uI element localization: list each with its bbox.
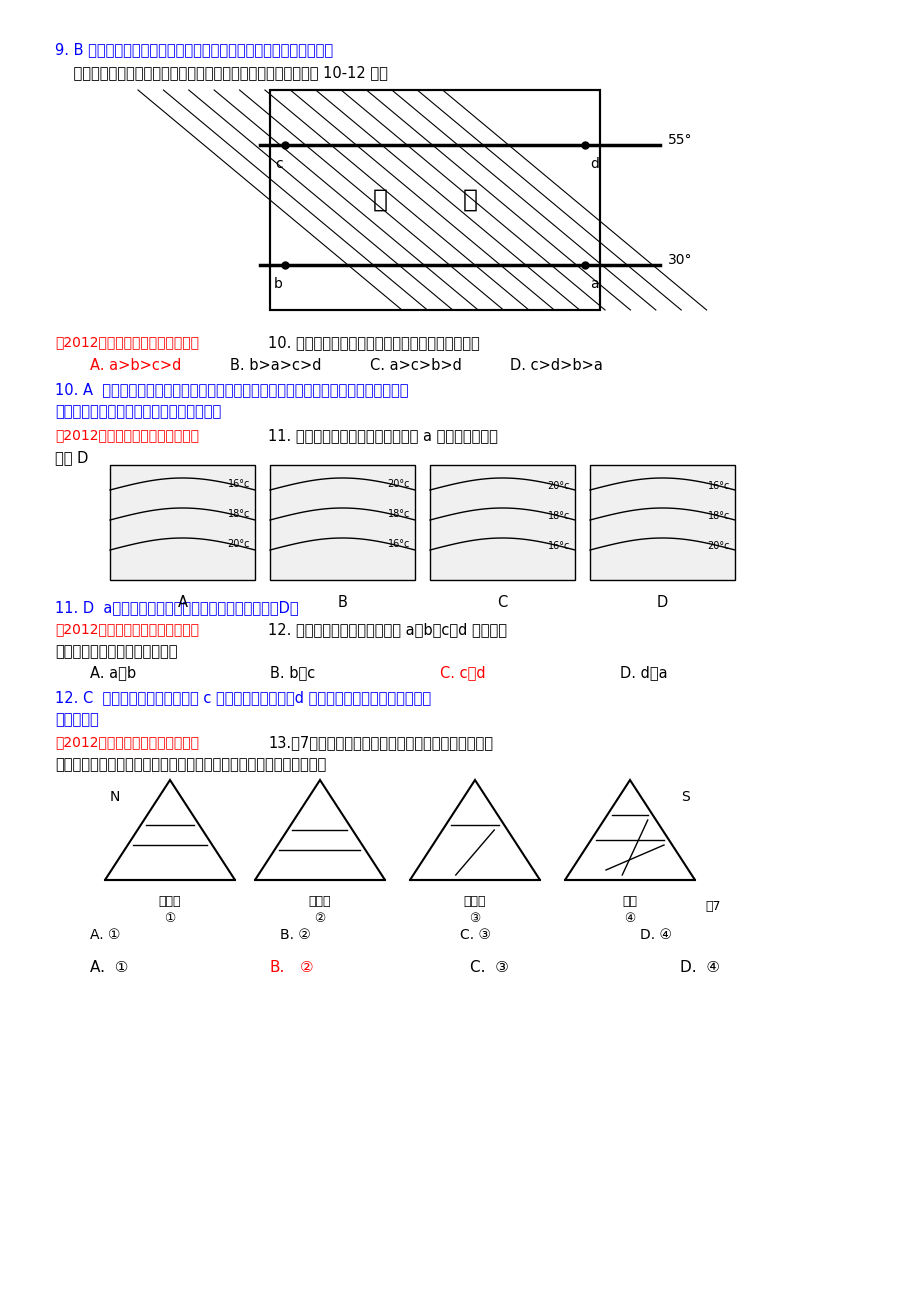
Text: 的是 D: 的是 D (55, 450, 88, 465)
Text: D. c>d>b>a: D. c>d>b>a (509, 358, 602, 373)
Text: A. a>b>c>d: A. a>b>c>d (90, 358, 181, 373)
Text: 12. C  若为亚欧大陆，可判断出 c 为温带海洋性气候，d 为温带季风气候，同为温带落叶: 12. C 若为亚欧大陆，可判断出 c 为温带海洋性气候，d 为温带季风气候，同… (55, 690, 431, 705)
Text: 阔叶林带。: 阔叶林带。 (55, 712, 98, 727)
Text: 10. A  海区海水的温度较低纬度大于较高纬度，同纬度海区，暖流大于寒流。在中纬度: 10. A 海区海水的温度较低纬度大于较高纬度，同纬度海区，暖流大于寒流。在中纬… (55, 382, 408, 396)
Text: C. ③: C. ③ (460, 928, 491, 942)
Text: a: a (589, 277, 598, 291)
Text: 16°c: 16°c (547, 541, 570, 551)
Text: 18°c: 18°c (387, 510, 410, 519)
Text: B. b>a>c>d: B. b>a>c>d (230, 358, 321, 373)
Text: ①: ① (165, 913, 176, 926)
Text: 图7: 图7 (704, 900, 720, 913)
Text: 海区，大陆东岸为暖流，大陆西岸为寒流。: 海区，大陆东岸为暖流，大陆西岸为寒流。 (55, 404, 221, 419)
Text: 阔叶林: 阔叶林 (463, 894, 486, 907)
Text: 16°c: 16°c (227, 478, 250, 489)
Text: 读图，图中阴影部分表示陆地，周边空白处表示海洋。据图判读 10-12 题。: 读图，图中阴影部分表示陆地，周边空白处表示海洋。据图判读 10-12 题。 (55, 65, 388, 81)
Bar (589, 465, 734, 580)
Text: N: N (110, 790, 120, 803)
Text: 12. 若此图陆地是亚欧大陆，则 a、b、c、d 四地沿海: 12. 若此图陆地是亚欧大陆，则 a、b、c、d 四地沿海 (267, 621, 506, 637)
Text: b: b (274, 277, 282, 291)
Text: 16°c: 16°c (387, 540, 410, 549)
Text: A: A (177, 595, 187, 610)
Text: 20°c: 20°c (707, 541, 729, 551)
Text: 18°c: 18°c (227, 510, 250, 519)
Text: B. ②: B. ② (279, 928, 311, 942)
Text: 10. 图中所示海区表层海水的温度由高到低的排序是: 10. 图中所示海区表层海水的温度由高到低的排序是 (267, 335, 479, 350)
Text: A. ①: A. ① (90, 928, 120, 942)
Text: 地区的陆地自然带名称相同的是: 地区的陆地自然带名称相同的是 (55, 644, 177, 659)
Text: A. a和b: A. a和b (90, 666, 136, 680)
Text: C: C (497, 595, 507, 610)
Text: 20°c: 20°c (547, 481, 570, 491)
Text: D. d和a: D. d和a (619, 666, 667, 680)
Text: （2012年扬州中学学业水平模拟）: （2012年扬州中学学业水平模拟） (55, 734, 199, 749)
Text: 11. 下列四幅图中，能正确反映图中 a 点等水温线分布: 11. 下列四幅图中，能正确反映图中 a 点等水温线分布 (267, 428, 497, 443)
Text: D. ④: D. ④ (640, 928, 671, 942)
Text: C.  ③: C. ③ (470, 959, 508, 975)
Text: 落叶林: 落叶林 (159, 894, 181, 907)
Text: ②: ② (314, 913, 325, 926)
Text: 带类型，如果图中四座山海拔高度相等，则以下四地纬度位置最高的是: 带类型，如果图中四座山海拔高度相等，则以下四地纬度位置最高的是 (55, 757, 326, 772)
Text: 针叶林: 针叶林 (309, 894, 331, 907)
Text: 11. D  a点为暖流。在四幅图中表示北半球暖流的是D。: 11. D a点为暖流。在四幅图中表示北半球暖流的是D。 (55, 601, 299, 615)
Text: （2012年扬州中学学业水平模拟）: （2012年扬州中学学业水平模拟） (55, 335, 199, 348)
Text: B: B (337, 595, 347, 610)
Text: 20°c: 20°c (387, 478, 410, 489)
Bar (269, 90, 599, 309)
Text: D.  ④: D. ④ (679, 959, 720, 975)
Text: ④: ④ (624, 913, 635, 926)
Text: 18°c: 18°c (707, 511, 729, 521)
Text: 18°c: 18°c (547, 511, 570, 521)
Text: B.: B. (269, 959, 285, 975)
Text: C. a>c>b>d: C. a>c>b>d (369, 358, 461, 373)
Text: B. b和c: B. b和c (269, 666, 315, 680)
Text: 30°: 30° (667, 254, 692, 266)
Text: 16°c: 16°c (707, 481, 729, 491)
Bar (269, 90, 599, 309)
Text: 雨林: 雨林 (622, 894, 637, 907)
Text: C. c和d: C. c和d (439, 666, 485, 680)
Text: 大: 大 (372, 188, 387, 212)
Bar (429, 465, 574, 580)
Text: A.  ①: A. ① (90, 959, 129, 975)
Text: （2012年扬州中学学业水平模拟）: （2012年扬州中学学业水平模拟） (55, 621, 199, 636)
Text: ②: ② (300, 959, 313, 975)
Text: 55°: 55° (667, 133, 692, 147)
Text: ③: ③ (469, 913, 480, 926)
Text: 20°c: 20°c (227, 540, 250, 549)
Text: （2012年扬州中学学业水平模拟）: （2012年扬州中学学业水平模拟） (55, 428, 199, 442)
Text: 13.图7是山地垂直自然带分布示意图，图下文字表示基: 13.图7是山地垂直自然带分布示意图，图下文字表示基 (267, 734, 493, 750)
Text: D: D (656, 595, 667, 610)
Bar (269, 465, 414, 580)
Text: c: c (275, 157, 282, 172)
Bar (110, 465, 255, 580)
Text: S: S (680, 790, 689, 803)
Text: 陆: 陆 (462, 188, 477, 212)
Text: d: d (589, 157, 598, 172)
Text: 9. B 商品谷物农业指人均粮食产量大，这与人均耕地面积大相对应。: 9. B 商品谷物农业指人均粮食产量大，这与人均耕地面积大相对应。 (55, 42, 333, 57)
